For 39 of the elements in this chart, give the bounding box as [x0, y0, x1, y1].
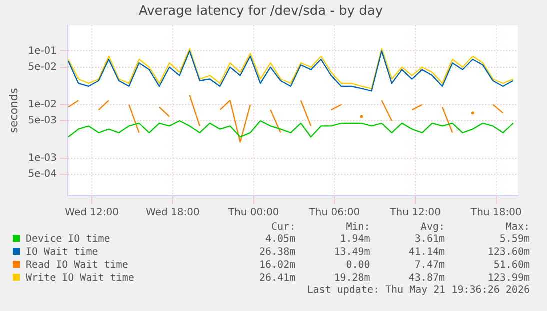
text: 16.02m: [258, 259, 296, 272]
text: Last update: Thu May 21 19:36:26 2026: [306, 285, 530, 296]
legend-label: Read IO Wait time: [25, 259, 130, 272]
chart-title: Average latency for /dev/sda - by day: [138, 4, 384, 20]
text: 1.94m: [339, 233, 370, 246]
text: 3.61m: [414, 233, 446, 246]
x-tick-label: Thu 18:00: [470, 208, 522, 219]
text: 0.00: [345, 259, 370, 272]
text: 26.38m: [258, 246, 296, 259]
legend-label: Device IO time: [25, 233, 112, 246]
text: Cur:: [270, 222, 296, 233]
x-tick-label: Wed 18:00: [146, 208, 200, 219]
y-tick-label: 5e-03: [28, 116, 58, 127]
text: 13.49m: [333, 246, 370, 259]
text: 5.59m: [498, 233, 530, 246]
text: Max:: [504, 222, 530, 233]
text: 41.14m: [408, 246, 446, 259]
legend-label: Write IO Wait time: [25, 272, 136, 285]
x-tick-label: Thu 06:00: [308, 208, 360, 219]
y-axis-title: seconds: [7, 88, 20, 134]
legend-label: IO Wait time: [25, 246, 100, 259]
y-tick-label: 1e-03: [28, 153, 58, 164]
text: 123.60m: [486, 246, 530, 259]
text: 26.41m: [258, 272, 296, 285]
x-tick-label: Wed 12:00: [65, 208, 119, 219]
y-tick-label: 1e-02: [28, 99, 58, 110]
y-tick-label: 5e-04: [28, 169, 58, 180]
text: Min:: [345, 222, 370, 233]
text: 123.99m: [486, 272, 530, 285]
text: 19.28m: [333, 272, 370, 285]
y-tick-label: 1e-01: [28, 46, 58, 57]
x-tick-label: Thu 00:00: [227, 208, 280, 219]
text: 4.05m: [264, 233, 296, 246]
text: 51.60m: [492, 259, 530, 272]
x-tick-label: Thu 12:00: [389, 208, 441, 219]
y-tick-label: 5e-02: [28, 62, 58, 73]
text: Avg:: [420, 222, 446, 233]
text: 7.47m: [414, 259, 446, 272]
text: 43.87m: [408, 272, 446, 285]
